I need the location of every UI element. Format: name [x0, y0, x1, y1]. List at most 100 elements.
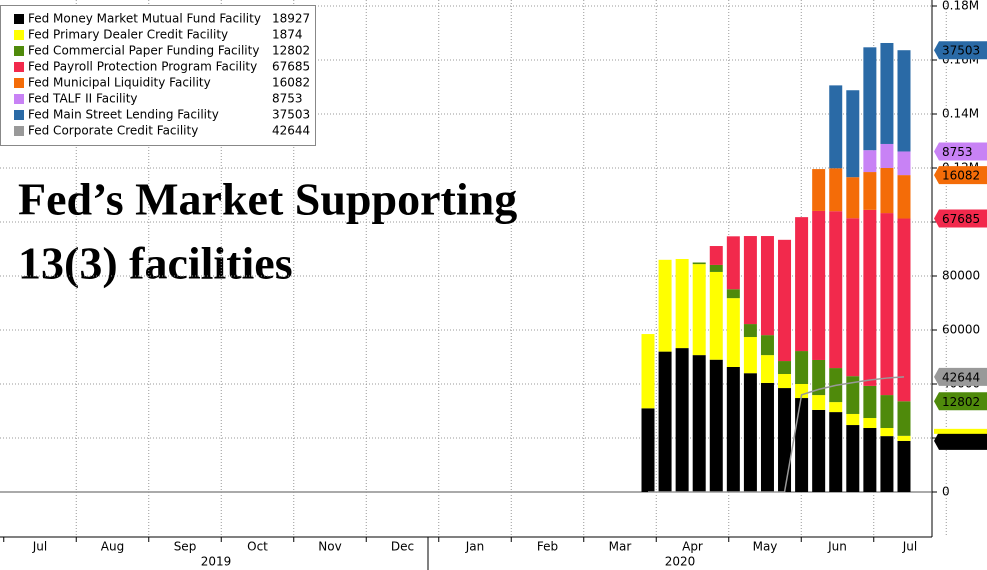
bar-segment [863, 47, 877, 151]
value-tag [934, 166, 987, 185]
bar-segment [829, 211, 843, 369]
legend-label: Fed Municipal Liquidity Facility [28, 76, 211, 90]
bar-segment [795, 351, 809, 384]
x-tick-label: Nov [318, 540, 341, 554]
legend-swatch [14, 62, 24, 72]
legend-box [0, 5, 316, 146]
x-tick-label: Oct [247, 540, 268, 554]
legend-swatch [14, 14, 24, 24]
legend: Fed Money Market Mutual Fund Facility 189… [0, 5, 316, 146]
bar-segment [897, 175, 911, 219]
bar-segment [812, 409, 826, 492]
year-label: 2020 [665, 555, 696, 569]
value-tag [934, 41, 987, 60]
legend-value: 67685 [272, 60, 310, 74]
bar-segment [692, 262, 706, 265]
bar-segment [709, 359, 723, 492]
y-tick-label: 60000 [942, 323, 980, 337]
bar-segment [863, 385, 877, 419]
x-tick-label: Mar [609, 540, 632, 554]
legend-value: 42644 [272, 124, 310, 138]
bar-segment [675, 258, 689, 349]
bar-segment [726, 366, 740, 492]
bar-segment [880, 213, 894, 396]
x-tick-label: Jul [902, 540, 917, 554]
bar-segment [778, 374, 792, 389]
legend-swatch [14, 110, 24, 120]
bar-segment [863, 172, 877, 210]
bar-segment [897, 435, 911, 441]
bar-segment [846, 376, 860, 414]
bar-segment [897, 151, 911, 176]
x-tick-label: Aug [101, 540, 124, 554]
bar-segment [897, 401, 911, 436]
legend-value: 12802 [272, 44, 310, 58]
bar-segment [812, 395, 826, 410]
bar-segment [760, 335, 774, 356]
legend-label: Fed TALF II Facility [28, 92, 138, 106]
x-tick-label: Sep [174, 540, 197, 554]
bar-segment [846, 177, 860, 219]
legend-value: 16082 [272, 76, 310, 90]
value-tag-label: 12802 [942, 395, 980, 409]
bar-segment [726, 236, 740, 290]
bar-segment [846, 413, 860, 426]
legend-swatch [14, 46, 24, 56]
bar-segment [760, 382, 774, 492]
bar-segment [743, 236, 757, 325]
bar-segment [897, 50, 911, 152]
legend-label: Fed Commercial Paper Funding Facility [28, 44, 259, 58]
x-tick-label: Jun [827, 540, 847, 554]
bar-segment [880, 436, 894, 492]
value-tag-label: 67685 [942, 212, 980, 226]
bar-segment [743, 324, 757, 338]
legend-label: Fed Main Street Lending Facility [28, 108, 219, 122]
value-tag [934, 431, 987, 450]
bar-segment [795, 217, 809, 352]
x-tick-label: Jul [32, 540, 47, 554]
value-tag [934, 209, 987, 228]
value-tag-label: 16082 [942, 169, 980, 183]
bar-segment [726, 298, 740, 367]
legend-value: 1874 [272, 28, 303, 42]
legend-label: Fed Money Market Mutual Fund Facility [28, 12, 261, 26]
bar-segment [846, 218, 860, 377]
line-series [648, 376, 905, 493]
legend-label: Fed Primary Dealer Credit Facility [28, 28, 228, 42]
x-tick-label: Jan [465, 540, 485, 554]
chart-title: 13(3) facilities [18, 238, 293, 289]
y-tick-label: 0 [942, 485, 950, 499]
bar-segment [812, 210, 826, 360]
x-tick-label: Apr [682, 540, 703, 554]
bar-segment [863, 428, 877, 492]
y-tick-label: 0.14M [942, 107, 979, 121]
bar-segment [880, 395, 894, 429]
value-tag [934, 428, 987, 434]
bar-segment [658, 351, 672, 492]
value-tag-label: 18927 [942, 434, 980, 448]
bar-segment [863, 209, 877, 386]
bar-segment [812, 359, 826, 396]
legend-value: 8753 [272, 92, 303, 106]
legend-label: Fed Payroll Protection Program Facility [28, 60, 257, 74]
bar-segment [709, 264, 723, 272]
bar-segment [641, 408, 655, 492]
legend-label: Fed Corporate Credit Facility [28, 124, 198, 138]
bar-segment [897, 440, 911, 492]
bar-segment [760, 236, 774, 336]
x-tick-label: Dec [391, 540, 414, 554]
bar-segment [897, 218, 911, 402]
value-tag-label: 37503 [942, 44, 980, 58]
bar-segment [743, 337, 757, 374]
chart-title: Fed’s Market Supporting [18, 174, 517, 225]
bar-segment [658, 259, 672, 352]
legend-swatch [14, 30, 24, 40]
bar-segment [675, 348, 689, 492]
value-tag-label: 8753 [942, 145, 973, 159]
bar-segment [880, 42, 894, 144]
bar-segment [760, 355, 774, 383]
value-tag [934, 367, 987, 386]
bar-segment [829, 168, 843, 212]
year-label: 2019 [201, 555, 232, 569]
bar-segment [812, 169, 826, 211]
